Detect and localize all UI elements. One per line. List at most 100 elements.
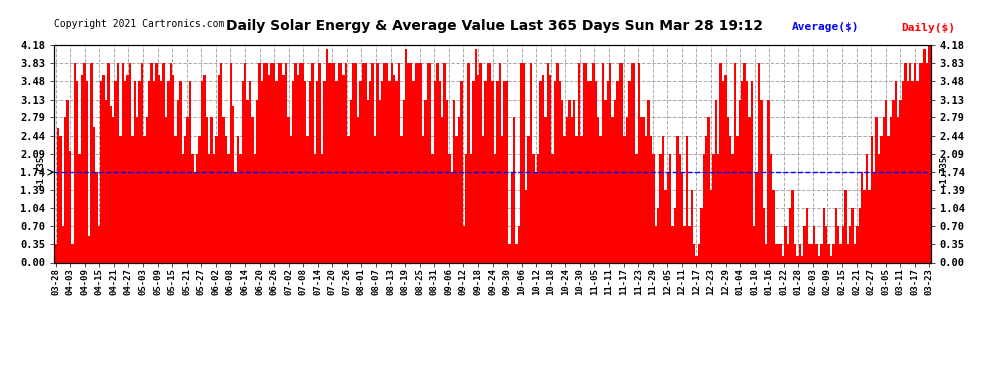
Bar <box>787 244 789 262</box>
Bar <box>136 117 139 262</box>
Bar <box>806 209 808 262</box>
Bar <box>528 135 530 262</box>
Bar <box>415 63 417 262</box>
Bar <box>169 63 172 262</box>
Bar <box>299 63 302 262</box>
Bar <box>587 81 590 262</box>
Bar <box>659 154 661 262</box>
Bar <box>537 154 540 262</box>
Bar <box>902 81 904 262</box>
Bar <box>455 135 457 262</box>
Bar <box>784 226 787 262</box>
Bar <box>177 100 179 262</box>
Bar <box>277 63 280 262</box>
Bar <box>638 63 641 262</box>
Bar <box>280 63 282 262</box>
Bar <box>383 63 386 262</box>
Bar <box>333 63 336 262</box>
Bar <box>816 244 818 262</box>
Bar <box>420 63 422 262</box>
Bar <box>90 63 93 262</box>
Bar <box>703 154 705 262</box>
Bar <box>853 244 856 262</box>
Bar <box>506 81 508 262</box>
Bar <box>649 135 652 262</box>
Bar <box>146 117 148 262</box>
Bar <box>561 100 563 262</box>
Bar <box>695 256 698 262</box>
Bar <box>472 81 474 262</box>
Bar <box>551 154 553 262</box>
Bar <box>540 81 542 262</box>
Bar <box>407 63 410 262</box>
Bar <box>261 81 263 262</box>
Bar <box>422 135 424 262</box>
Bar <box>652 154 654 262</box>
Bar <box>745 81 748 262</box>
Bar <box>292 81 294 262</box>
Bar <box>242 81 245 262</box>
Bar <box>878 154 880 262</box>
Bar <box>390 63 393 262</box>
Bar <box>861 172 863 262</box>
Bar <box>585 63 587 262</box>
Bar <box>93 127 95 262</box>
Bar <box>737 135 739 262</box>
Bar <box>290 135 292 262</box>
Bar <box>535 172 537 262</box>
Bar <box>132 135 134 262</box>
Bar <box>179 81 182 262</box>
Bar <box>83 63 86 262</box>
Bar <box>750 81 753 262</box>
Bar <box>743 63 745 262</box>
Bar <box>61 226 64 262</box>
Bar <box>546 63 548 262</box>
Bar <box>628 81 631 262</box>
Bar <box>282 75 285 262</box>
Bar <box>245 63 247 262</box>
Bar <box>232 106 235 262</box>
Bar <box>98 226 100 262</box>
Bar <box>268 75 270 262</box>
Bar <box>172 75 174 262</box>
Bar <box>895 81 897 262</box>
Bar <box>772 190 774 262</box>
Bar <box>100 81 102 262</box>
Bar <box>904 63 907 262</box>
Bar <box>124 81 127 262</box>
Bar <box>525 190 528 262</box>
Bar <box>720 63 722 262</box>
Bar <box>715 100 717 262</box>
Bar <box>851 209 853 262</box>
Bar <box>81 75 83 262</box>
Bar <box>755 172 757 262</box>
Bar <box>578 63 580 262</box>
Bar <box>417 63 420 262</box>
Bar <box>191 154 194 262</box>
Bar <box>141 63 144 262</box>
Bar <box>437 63 439 262</box>
Bar <box>708 117 710 262</box>
Bar <box>890 117 892 262</box>
Bar <box>452 100 455 262</box>
Bar <box>56 128 59 262</box>
Bar <box>165 117 167 262</box>
Bar <box>664 190 666 262</box>
Bar <box>211 117 213 262</box>
Bar <box>866 154 868 262</box>
Bar <box>837 226 840 262</box>
Bar <box>870 135 873 262</box>
Bar <box>410 63 412 262</box>
Bar <box>324 81 326 262</box>
Bar <box>846 244 849 262</box>
Bar <box>347 135 349 262</box>
Bar <box>916 81 919 262</box>
Bar <box>739 100 741 262</box>
Bar <box>681 172 683 262</box>
Bar <box>595 81 597 262</box>
Bar <box>828 244 830 262</box>
Bar <box>544 117 546 262</box>
Bar <box>565 117 568 262</box>
Bar <box>477 75 479 262</box>
Bar <box>110 106 112 262</box>
